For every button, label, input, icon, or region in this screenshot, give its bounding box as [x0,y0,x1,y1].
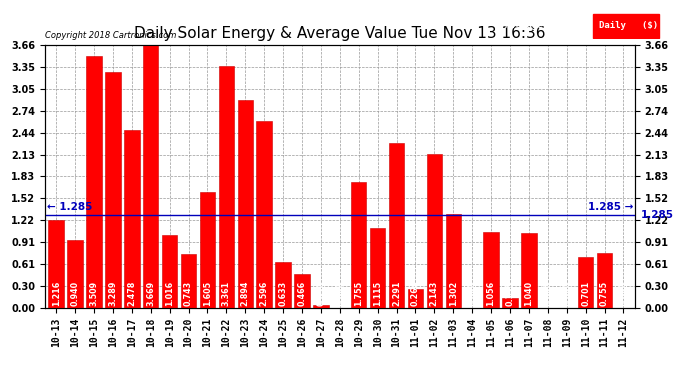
FancyBboxPatch shape [593,14,659,38]
Text: 1.056: 1.056 [486,281,495,306]
Bar [48,220,64,308]
Text: 0.755: 0.755 [600,281,609,306]
Bar [408,289,423,308]
Text: 0.264: 0.264 [411,281,420,306]
Bar [597,254,612,308]
Bar [502,298,518,307]
Text: 0.633: 0.633 [279,281,288,306]
Bar [86,56,101,308]
Bar [370,228,386,308]
Text: 1.605: 1.605 [203,281,212,306]
Text: 2.291: 2.291 [392,281,401,306]
Text: 0.000: 0.000 [619,281,628,306]
Bar [219,66,234,308]
Bar [162,235,177,308]
Text: 0.940: 0.940 [70,281,79,306]
Text: 0.000: 0.000 [468,281,477,306]
Text: 0.701: 0.701 [581,281,590,306]
Bar [521,233,537,308]
Text: 0.743: 0.743 [184,281,193,306]
Bar [351,182,366,308]
Text: 2.143: 2.143 [430,281,439,306]
Text: 0.135: 0.135 [506,281,515,306]
Bar [257,121,272,308]
Text: 0.000: 0.000 [562,281,571,306]
Text: Average  ($): Average ($) [505,21,569,30]
Bar [578,257,593,307]
Text: Copyright 2018 Cartronics.com: Copyright 2018 Cartronics.com [45,31,176,40]
Text: Daily   ($): Daily ($) [600,21,658,30]
Text: 1.115: 1.115 [373,281,382,306]
Text: 0.000: 0.000 [335,281,344,306]
Bar [275,262,291,308]
Bar [199,192,215,308]
Bar [313,305,328,308]
Bar [388,143,404,308]
Text: 1.285: 1.285 [641,210,673,220]
Text: ← 1.285: ← 1.285 [47,202,92,213]
Bar [143,44,159,308]
Text: 3.289: 3.289 [108,281,117,306]
Text: 1.755: 1.755 [354,281,363,306]
Text: 2.596: 2.596 [259,281,268,306]
Bar [181,254,197,308]
Text: 1.040: 1.040 [524,281,533,306]
Text: 1.016: 1.016 [165,281,174,306]
Bar [237,100,253,308]
Bar [124,130,139,308]
Text: 0.000: 0.000 [543,281,552,306]
Bar [68,240,83,308]
Bar [446,214,461,308]
Bar [294,274,310,308]
Bar [483,232,499,308]
Title: Daily Solar Energy & Average Value Tue Nov 13 16:36: Daily Solar Energy & Average Value Tue N… [134,26,546,41]
Text: 3.361: 3.361 [222,281,231,306]
Text: 1.285 →: 1.285 → [587,202,633,213]
Text: 0.030: 0.030 [317,281,326,306]
Text: 1.216: 1.216 [52,281,61,306]
Text: 2.894: 2.894 [241,281,250,306]
Text: 2.478: 2.478 [128,281,137,306]
Bar [426,154,442,308]
Text: 0.466: 0.466 [297,281,306,306]
Bar [105,72,121,308]
Text: 3.509: 3.509 [90,281,99,306]
Text: 1.302: 1.302 [448,281,457,306]
Text: 3.669: 3.669 [146,281,155,306]
